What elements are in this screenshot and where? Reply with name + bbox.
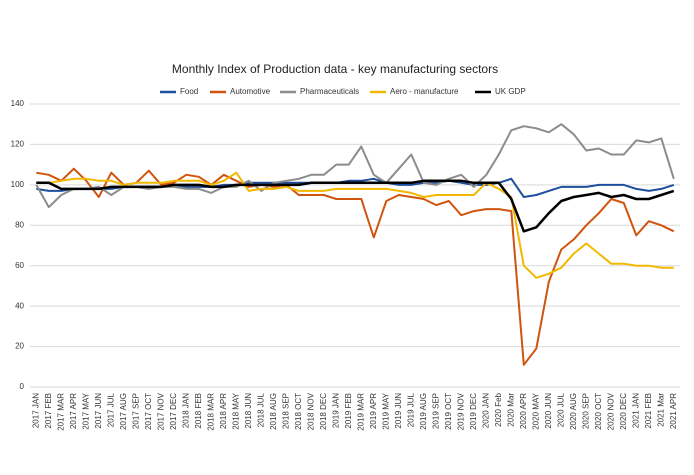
x-tick-label: 2019 JUN: [394, 393, 403, 429]
x-tick-label: 2018 JUN: [244, 393, 253, 429]
x-tick-label: 2017 SEP: [131, 393, 140, 429]
x-tick-label: 2018 APR: [219, 393, 228, 429]
legend-label: Pharmaceuticals: [300, 87, 359, 96]
x-tick-label: 2017 AUG: [119, 393, 128, 430]
x-tick-label: 2017 DEC: [169, 393, 178, 430]
x-tick-label: 2020 AUG: [569, 393, 578, 430]
x-tick-label: 2021 FEB: [644, 393, 653, 429]
x-tick-label: 2020 NOV: [606, 392, 615, 430]
x-tick-label: 2018 SEP: [281, 393, 290, 429]
legend-label: Automotive: [230, 87, 271, 96]
x-tick-label: 2020 OCT: [594, 393, 603, 430]
y-tick-label: 20: [15, 342, 24, 351]
x-tick-label: 2018 NOV: [306, 392, 315, 430]
series-line: [36, 179, 675, 233]
x-tick-label: 2019 JAN: [331, 393, 340, 428]
x-tick-label: 2019 MAY: [381, 392, 390, 429]
x-tick-label: 2020 JAN: [481, 393, 490, 428]
x-tick-label: 2017 APR: [69, 393, 78, 429]
x-tick-label: 2021 JAN: [631, 393, 640, 428]
y-tick-label: 140: [11, 99, 25, 108]
series-line: [36, 171, 674, 279]
x-tick-label: 2019 APR: [369, 393, 378, 429]
x-tick-label: 2019 NOV: [456, 392, 465, 430]
x-tick-label: 2017 JAN: [31, 393, 40, 428]
x-tick-label: 2018 MAY: [231, 392, 240, 429]
x-tick-label: 2018 DEC: [319, 393, 328, 430]
y-tick-label: 80: [15, 220, 24, 229]
x-tick-label: 2018 JAN: [181, 393, 190, 428]
x-tick-label: 2018 FEB: [194, 393, 203, 429]
x-tick-label: 2021 Mar: [656, 393, 665, 427]
chart-title: Monthly Index of Production data - key m…: [172, 62, 498, 76]
x-tick-label: 2018 OCT: [294, 393, 303, 430]
y-tick-label: 100: [11, 180, 25, 189]
y-tick-label: 0: [20, 382, 25, 391]
x-tick-label: 2020 DEC: [619, 393, 628, 430]
x-tick-label: 2017 OCT: [144, 393, 153, 430]
x-tick-label: 2020 JUN: [544, 393, 553, 429]
x-tick-label: 2019 AUG: [419, 393, 428, 430]
x-tick-label: 2017 FEB: [44, 393, 53, 429]
x-tick-label: 2020 SEP: [581, 393, 590, 429]
legend-label: Food: [180, 87, 198, 96]
x-tick-label: 2019 MAR: [356, 393, 365, 431]
x-tick-label: 2020 Feb: [494, 392, 503, 426]
x-tick-label: 2019 OCT: [444, 393, 453, 430]
x-tick-label: 2018 MAR: [206, 393, 215, 431]
series-line: [36, 167, 675, 366]
x-tick-label: 2019 DEC: [469, 393, 478, 430]
y-tick-label: 40: [15, 301, 24, 310]
x-tick-label: 2021 APR: [669, 393, 678, 429]
x-tick-label: 2019 JUL: [406, 392, 415, 427]
x-tick-label: 2017 MAY: [81, 392, 90, 429]
x-tick-label: 2017 NOV: [156, 392, 165, 430]
legend-label: Aero - manufacture: [390, 87, 459, 96]
x-tick-label: 2017 JUN: [94, 393, 103, 429]
x-tick-label: 2019 FEB: [344, 393, 353, 429]
series-line: [35, 123, 675, 209]
legend-label: UK GDP: [495, 87, 526, 96]
x-tick-label: 2018 JUL: [256, 392, 265, 427]
x-tick-label: 2020 MAY: [531, 392, 540, 429]
y-tick-label: 60: [15, 261, 24, 270]
x-tick-label: 2017 JUL: [106, 392, 115, 427]
x-tick-label: 2018 AUG: [269, 393, 278, 430]
x-tick-label: 2020 Mar: [506, 393, 515, 427]
x-tick-label: 2017 MAR: [56, 393, 65, 431]
x-tick-label: 2020 APR: [519, 393, 528, 429]
x-tick-label: 2019 SEP: [431, 393, 440, 429]
x-tick-label: 2020 JUL: [556, 392, 565, 427]
y-tick-label: 120: [11, 140, 25, 149]
